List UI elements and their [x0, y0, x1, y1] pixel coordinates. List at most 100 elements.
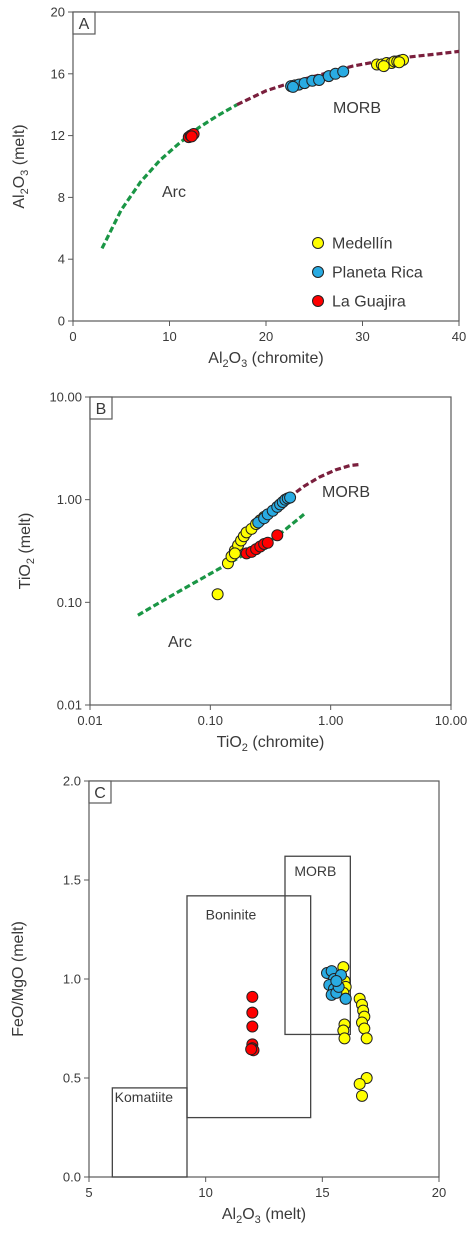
x-tick-label: 0.10	[198, 713, 223, 728]
legend-marker	[312, 237, 324, 249]
y-tick-label: 12	[51, 128, 65, 143]
x-axis-title-sub2: 3	[241, 358, 247, 370]
y-tick-label: 0.0	[63, 1170, 81, 1185]
x-tick-label: 5	[85, 1185, 92, 1200]
x-tick-label: 30	[355, 329, 369, 344]
panel-letter-box	[88, 780, 112, 804]
point-planeta-rica	[287, 80, 300, 93]
point-medell-n	[358, 1022, 371, 1035]
x-axis-title-mid: O	[242, 1206, 254, 1223]
y-tick-label: 16	[51, 66, 65, 81]
point-la-guajira	[246, 990, 259, 1003]
arc-label: Arc	[168, 634, 192, 651]
point-medell-n	[353, 1077, 366, 1090]
panel-letter: C	[94, 785, 106, 802]
y-axis-title-main: TiO	[17, 564, 34, 589]
field-label-morb: MORB	[294, 863, 336, 879]
y-axis-title-sub: 2	[25, 558, 37, 564]
x-tick-label: 1.00	[318, 713, 343, 728]
arc-label: Arc	[162, 184, 186, 201]
legend-label: La Guajira	[332, 294, 406, 311]
y-tick-label: 1.00	[57, 492, 82, 507]
x-axis-title-sub: 2	[223, 358, 229, 370]
y-axis-title-rest: (melt)	[17, 513, 34, 558]
x-axis-title-main: Al	[222, 1206, 236, 1223]
x-tick-label: 20	[259, 329, 273, 344]
field-boninite	[186, 895, 312, 1119]
point-planeta-rica	[339, 992, 352, 1005]
morb-label: MORB	[333, 100, 381, 117]
x-tick-label: 10.00	[435, 713, 468, 728]
y-axis-title-sub: 2	[19, 188, 31, 194]
x-axis-title: Al2O3 (chromite)	[208, 350, 323, 370]
x-tick-label: 10	[162, 329, 176, 344]
x-tick-label: 40	[452, 329, 466, 344]
point-medell-n	[360, 1032, 373, 1045]
y-tick-label: 0.5	[63, 1071, 81, 1086]
x-axis-title-sub2: 3	[255, 1214, 261, 1226]
panel-c-chart: C 5 10 15 20 0.0 0.5 1.0 1.5 2.0 Al2O3 (melt) FeO/M…	[10, 774, 446, 1227]
point-la-guajira	[245, 1043, 258, 1056]
x-axis-title: Al2O3 (melt)	[222, 1206, 306, 1226]
x-axis-title-main: TiO	[217, 734, 242, 751]
legend-marker	[312, 266, 324, 278]
x-tick-label: 20	[432, 1185, 446, 1200]
y-tick-label: 0.01	[57, 698, 82, 713]
panel-letter-box	[72, 11, 96, 35]
y-axis-title-sub2: 3	[19, 170, 31, 176]
x-tick-label: 0.01	[77, 713, 102, 728]
x-tick-label: 10	[198, 1185, 212, 1200]
point-medell-n	[338, 1032, 351, 1045]
y-axis-title: Al2O3 (melt)	[11, 124, 31, 208]
point-la-guajira	[261, 536, 274, 549]
x-tick-label: 15	[315, 1185, 329, 1200]
x-axis-title: TiO2 (chromite)	[217, 734, 325, 754]
morb-label: MORB	[322, 484, 370, 501]
y-tick-label: 20	[51, 5, 65, 20]
x-axis-title-rest: (chromite)	[248, 734, 324, 751]
x-axis-title-main: Al	[208, 350, 222, 367]
x-tick-label: 0	[69, 329, 76, 344]
y-tick-label: 0.10	[57, 595, 82, 610]
point-medell-n	[211, 588, 224, 601]
field-morb	[284, 855, 351, 1036]
point-medell-n	[356, 1089, 368, 1102]
point-la-guajira	[246, 1020, 259, 1033]
y-axis-title-rest: (melt)	[11, 124, 28, 169]
point-medell-n	[377, 60, 390, 73]
arc-curve	[100, 103, 238, 250]
y-tick-label: 10.00	[49, 390, 82, 405]
point-la-guajira	[271, 529, 284, 542]
point-planeta-rica	[330, 974, 343, 987]
point-planeta-rica	[337, 65, 350, 78]
x-axis-title-rest: (melt)	[261, 1206, 306, 1223]
morb-curve	[236, 49, 460, 107]
point-la-guajira	[185, 130, 198, 143]
x-axis-title-mid: O	[229, 350, 241, 367]
field-komatiite	[111, 1087, 188, 1178]
point-medell-n	[393, 56, 406, 69]
y-axis-title-main: Al	[11, 194, 28, 208]
legend-label: Planeta Rica	[332, 265, 423, 282]
y-tick-label: 2.0	[63, 774, 81, 789]
field-label-boninite: Boninite	[206, 907, 257, 923]
point-planeta-rica	[284, 491, 297, 504]
panel-letter: B	[96, 401, 107, 418]
point-medell-n	[228, 547, 241, 560]
x-axis-title-rest: (chromite)	[247, 350, 323, 367]
y-axis-title: FeO/MgO (melt)	[10, 921, 27, 1037]
panel-letter: A	[79, 16, 90, 33]
y-axis-title: TiO2 (melt)	[17, 513, 37, 590]
y-tick-label: 4	[58, 252, 65, 267]
plot-area-frame	[89, 396, 452, 706]
legend-marker	[312, 295, 324, 307]
y-tick-label: 8	[58, 190, 65, 205]
arc-curve	[137, 513, 306, 617]
panel-letter-box	[89, 396, 113, 420]
x-axis-title-sub: 2	[236, 1214, 242, 1226]
legend-label: Medellín	[332, 236, 392, 253]
y-axis-title-mid: O	[11, 176, 28, 188]
morb-curve	[287, 462, 361, 499]
